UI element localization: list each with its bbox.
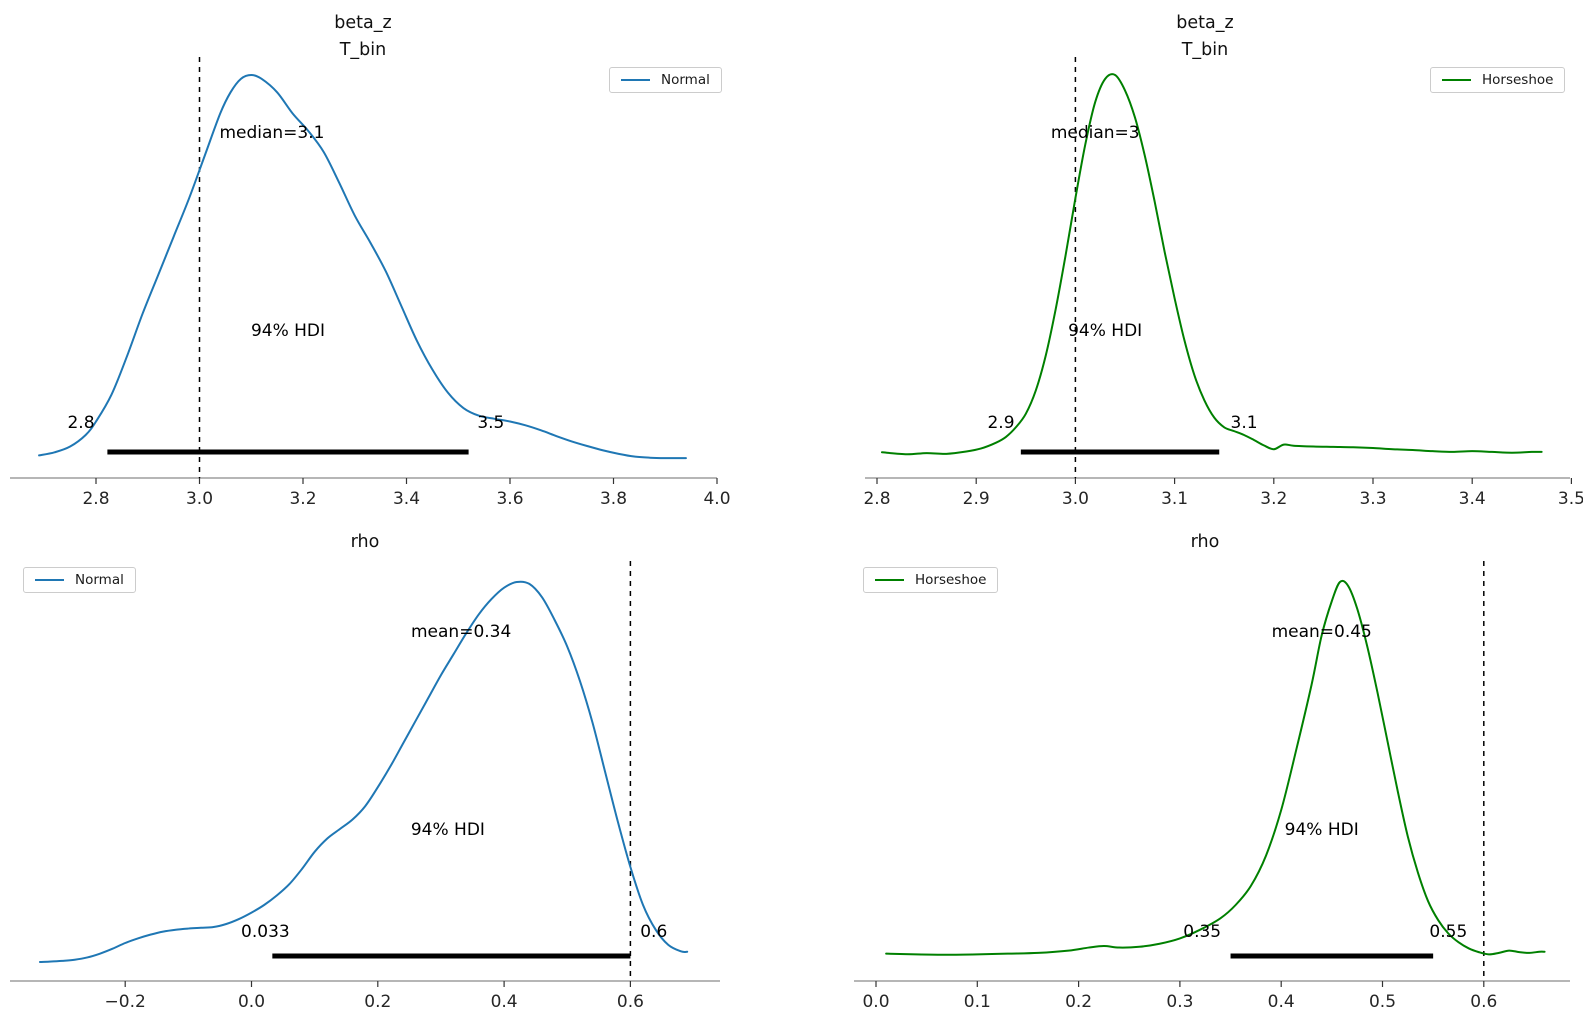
kde-curve bbox=[885, 579, 1546, 956]
legend-label: Normal bbox=[75, 572, 124, 588]
annotation-text: 0.0 bbox=[238, 992, 265, 1012]
title-line: beta_z bbox=[1176, 13, 1234, 33]
annotation-text: mean=0.45 bbox=[1272, 622, 1372, 642]
annotation-text: 3.2 bbox=[1260, 489, 1287, 509]
kde-curve bbox=[38, 580, 689, 963]
annotation-text: 0.3 bbox=[1166, 992, 1193, 1012]
annotation-text: 3.0 bbox=[186, 489, 213, 509]
annotation-text: 2.8 bbox=[82, 489, 109, 509]
title-line: beta_z bbox=[334, 13, 392, 33]
legend-normal-rho: Normal bbox=[23, 567, 136, 593]
annotation-text: 0.4 bbox=[1268, 992, 1295, 1012]
title-line: rho bbox=[350, 532, 380, 552]
legend-label: Normal bbox=[661, 72, 710, 88]
annotation-text: 4.0 bbox=[703, 489, 730, 509]
annotation-text: 2.9 bbox=[987, 413, 1014, 433]
annotation-text: 3.1 bbox=[1231, 413, 1258, 433]
plot-title-rho-horseshoe: rho bbox=[1191, 529, 1220, 556]
annotation-text: 3.3 bbox=[1359, 489, 1386, 509]
subplot-2: −0.2 0.0 0.2 0.4 0.6 mean=0.34 94% HDI 0.033 0.6 bbox=[10, 561, 720, 1012]
annotation-text: 0.1 bbox=[964, 992, 991, 1012]
legend-normal-beta: Normal bbox=[609, 67, 722, 93]
annotation-text: 3.4 bbox=[393, 489, 420, 509]
legend-line-sample bbox=[875, 578, 904, 582]
legend-label: Horseshoe bbox=[915, 572, 987, 588]
annotation-text: 0.5 bbox=[1369, 992, 1396, 1012]
annotation-text: 3.0 bbox=[1062, 489, 1089, 509]
annotation-text: 3.2 bbox=[289, 489, 316, 509]
annotation-text: 3.6 bbox=[496, 489, 523, 509]
annotation-text: mean=0.34 bbox=[411, 622, 511, 642]
annotation-text: 94% HDI bbox=[1068, 321, 1142, 341]
legend-horseshoe-rho: Horseshoe bbox=[863, 567, 999, 593]
plot-title-rho-normal: rho bbox=[351, 529, 380, 556]
annotation-text: 2.8 bbox=[67, 413, 94, 433]
legend-line-sample bbox=[621, 78, 650, 82]
title-line: rho bbox=[1190, 532, 1220, 552]
legend-label: Horseshoe bbox=[1482, 72, 1554, 88]
annotation-text: 3.4 bbox=[1459, 489, 1486, 509]
annotation-text: 2.8 bbox=[863, 489, 890, 509]
annotation-text: 0.6 bbox=[1470, 992, 1497, 1012]
annotation-text: 2.9 bbox=[963, 489, 990, 509]
title-line: T_bin bbox=[339, 40, 387, 60]
annotation-text: 0.2 bbox=[364, 992, 391, 1012]
annotation-text: 0.4 bbox=[491, 992, 518, 1012]
legend-horseshoe-beta: Horseshoe bbox=[1430, 67, 1566, 93]
annotation-text: 94% HDI bbox=[1285, 820, 1359, 840]
title-line: T_bin bbox=[1181, 40, 1229, 60]
annotation-text: 3.1 bbox=[1161, 489, 1188, 509]
annotation-text: 0.0 bbox=[862, 992, 889, 1012]
kde-curve bbox=[38, 74, 687, 460]
kde-curve bbox=[880, 73, 1543, 456]
annotation-text: 0.35 bbox=[1183, 922, 1221, 942]
annotation-text: 3.8 bbox=[600, 489, 627, 509]
annotation-text: median=3.1 bbox=[219, 123, 324, 143]
annotation-text: 94% HDI bbox=[251, 321, 325, 341]
plot-title-beta-z-horseshoe: beta_z T_bin bbox=[1176, 10, 1233, 64]
legend-line-sample bbox=[35, 578, 64, 582]
subplot-3: 0.0 0.1 0.2 0.3 0.4 0.5 0.6 mean=0.45 94% HDI 0.3… bbox=[854, 561, 1570, 1012]
annotation-text: 3.5 bbox=[1558, 489, 1583, 509]
annotation-text: 3.5 bbox=[477, 413, 504, 433]
annotation-text: median=3 bbox=[1051, 123, 1140, 143]
annotation-text: 0.6 bbox=[640, 922, 667, 942]
subplot-0: 2.8 3.0 3.2 3.4 3.6 3.8 4.0 median=3.1 94% HDI 2.… bbox=[10, 57, 731, 509]
annotation-text: 0.6 bbox=[617, 992, 644, 1012]
annotation-text: 0.033 bbox=[241, 922, 290, 942]
legend-line-sample bbox=[1442, 78, 1471, 82]
subplot-1: 2.8 2.9 3.0 3.1 3.2 3.3 3.4 3.5 median=3 94% HDI 2… bbox=[863, 57, 1583, 509]
annotation-text: 94% HDI bbox=[411, 820, 485, 840]
annotation-text: −0.2 bbox=[105, 992, 146, 1012]
plot-title-beta-z-normal: beta_z T_bin bbox=[334, 10, 391, 64]
annotation-text: 0.2 bbox=[1065, 992, 1092, 1012]
annotation-text: 0.55 bbox=[1429, 922, 1467, 942]
